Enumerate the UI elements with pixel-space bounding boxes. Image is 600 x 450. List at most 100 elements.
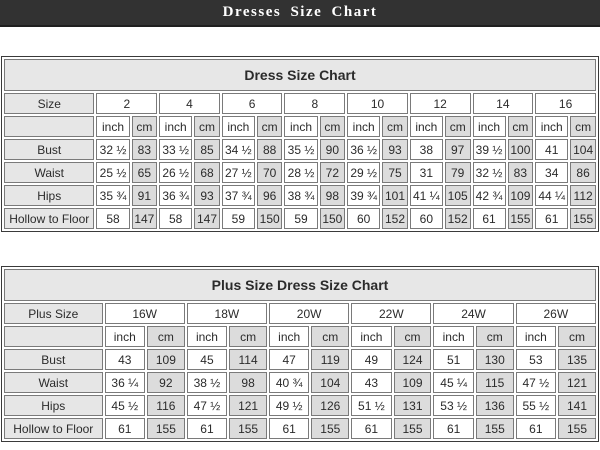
cell-value: 116	[146, 395, 185, 416]
cell-value: 115	[475, 372, 514, 393]
table-title-row: Plus Size Dress Size Chart	[4, 269, 596, 301]
unit-header-row: inch cm inch cm inch cm inch cm inch cm inch cm inch…	[4, 116, 596, 137]
unit-header-inch: inch	[269, 326, 310, 347]
cell-value: 59	[284, 208, 318, 229]
plus-size-dress-size-chart-table: Plus Size Dress Size Chart Plus Size 16W 18…	[1, 266, 599, 442]
cell-value: 45	[186, 349, 228, 370]
cell-value: 155	[311, 418, 350, 439]
cell-value: 109	[393, 372, 432, 393]
unit-header-inch: inch	[104, 326, 145, 347]
unit-header-row: inch cm inch cm inch cm inch cm inch cm inch cm	[4, 326, 596, 347]
cell-value: 28 ½	[284, 162, 318, 183]
row-label: Bust	[4, 349, 103, 370]
unit-row-spacer	[4, 326, 103, 347]
size-header: 6	[221, 93, 283, 114]
cell-value: 42 ¾	[472, 185, 506, 206]
cell-value: 152	[444, 208, 471, 229]
cell-value: 72	[319, 162, 346, 183]
cell-value: 33 ½	[159, 139, 193, 160]
cell-value: 75	[382, 162, 408, 183]
cell-value: 34	[535, 162, 569, 183]
cell-value: 109	[146, 349, 185, 370]
cell-value: 31	[409, 162, 443, 183]
cell-value: 61	[351, 418, 392, 439]
size-header: 20W	[269, 303, 350, 324]
cell-value: 29 ½	[347, 162, 381, 183]
size-header-row: Size 2 4 6 8 10 12 14 16	[4, 93, 596, 114]
cell-value: 60	[409, 208, 443, 229]
cell-value: 59	[221, 208, 255, 229]
cell-value: 45 ½	[104, 395, 145, 416]
cell-value: 85	[194, 139, 220, 160]
unit-header-cm: cm	[319, 116, 346, 137]
unit-header-inch: inch	[351, 326, 392, 347]
cell-value: 124	[393, 349, 432, 370]
unit-header-inch: inch	[284, 116, 318, 137]
cell-value: 93	[194, 185, 220, 206]
cell-value: 26 ½	[159, 162, 193, 183]
unit-header-cm: cm	[194, 116, 220, 137]
unit-header-inch: inch	[472, 116, 506, 137]
cell-value: 150	[319, 208, 346, 229]
table-row: Bust 32 ½ 83 33 ½ 85 34 ½ 88 35 ½ 90 36 ½ 93 38 97 39…	[4, 139, 596, 160]
table-title-row: Dress Size Chart	[4, 59, 596, 91]
cell-value: 131	[393, 395, 432, 416]
size-header: 14	[472, 93, 534, 114]
size-header: 10	[347, 93, 408, 114]
size-header: 16W	[104, 303, 185, 324]
cell-value: 32 ½	[472, 162, 506, 183]
cell-value: 155	[475, 418, 514, 439]
page-header: Dresses Size Chart	[0, 0, 600, 27]
cell-value: 136	[475, 395, 514, 416]
unit-header-inch: inch	[409, 116, 443, 137]
cell-value: 147	[194, 208, 220, 229]
row-label: Waist	[4, 372, 103, 393]
cell-value: 114	[229, 349, 267, 370]
table-row: Hollow to Floor 58 147 58 147 59 150 59 150 60 152…	[4, 208, 596, 229]
unit-header-inch: inch	[96, 116, 130, 137]
cell-value: 61	[186, 418, 228, 439]
cell-value: 100	[507, 139, 534, 160]
cell-value: 61	[515, 418, 557, 439]
size-header: 26W	[515, 303, 596, 324]
cell-value: 36 ¾	[159, 185, 193, 206]
size-header: 18W	[186, 303, 267, 324]
cell-value: 58	[159, 208, 193, 229]
cell-value: 40 ¾	[269, 372, 310, 393]
cell-value: 105	[444, 185, 471, 206]
cell-value: 109	[507, 185, 534, 206]
unit-header-cm: cm	[311, 326, 350, 347]
cell-value: 49 ½	[269, 395, 310, 416]
cell-value: 39 ¾	[347, 185, 381, 206]
unit-header-cm: cm	[256, 116, 283, 137]
unit-header-cm: cm	[131, 116, 158, 137]
table-row: Hips 45 ½ 116 47 ½ 121 49 ½ 126 51 ½ 131 53 ½ 136 5…	[4, 395, 596, 416]
cell-value: 37 ¾	[221, 185, 255, 206]
cell-value: 65	[131, 162, 158, 183]
table-title: Plus Size Dress Size Chart	[4, 269, 596, 301]
unit-header-cm: cm	[393, 326, 432, 347]
cell-value: 36 ¼	[104, 372, 145, 393]
cell-value: 45 ¼	[433, 372, 474, 393]
cell-value: 121	[558, 372, 596, 393]
cell-value: 55 ½	[515, 395, 557, 416]
cell-value: 88	[256, 139, 283, 160]
cell-value: 25 ½	[96, 162, 130, 183]
cell-value: 41 ¼	[409, 185, 443, 206]
cell-value: 155	[558, 418, 596, 439]
row-label: Hollow to Floor	[4, 208, 95, 229]
size-row-label: Plus Size	[4, 303, 103, 324]
table-row: Bust 43 109 45 114 47 119 49 124 51 130 53 135	[4, 349, 596, 370]
cell-value: 104	[570, 139, 596, 160]
cell-value: 61	[433, 418, 474, 439]
cell-value: 43	[104, 349, 145, 370]
unit-header-inch: inch	[159, 116, 193, 137]
page-title: Dresses Size Chart	[222, 4, 378, 20]
unit-header-cm: cm	[475, 326, 514, 347]
cell-value: 60	[347, 208, 381, 229]
cell-value: 38	[409, 139, 443, 160]
cell-value: 34 ½	[221, 139, 255, 160]
row-label: Waist	[4, 162, 95, 183]
